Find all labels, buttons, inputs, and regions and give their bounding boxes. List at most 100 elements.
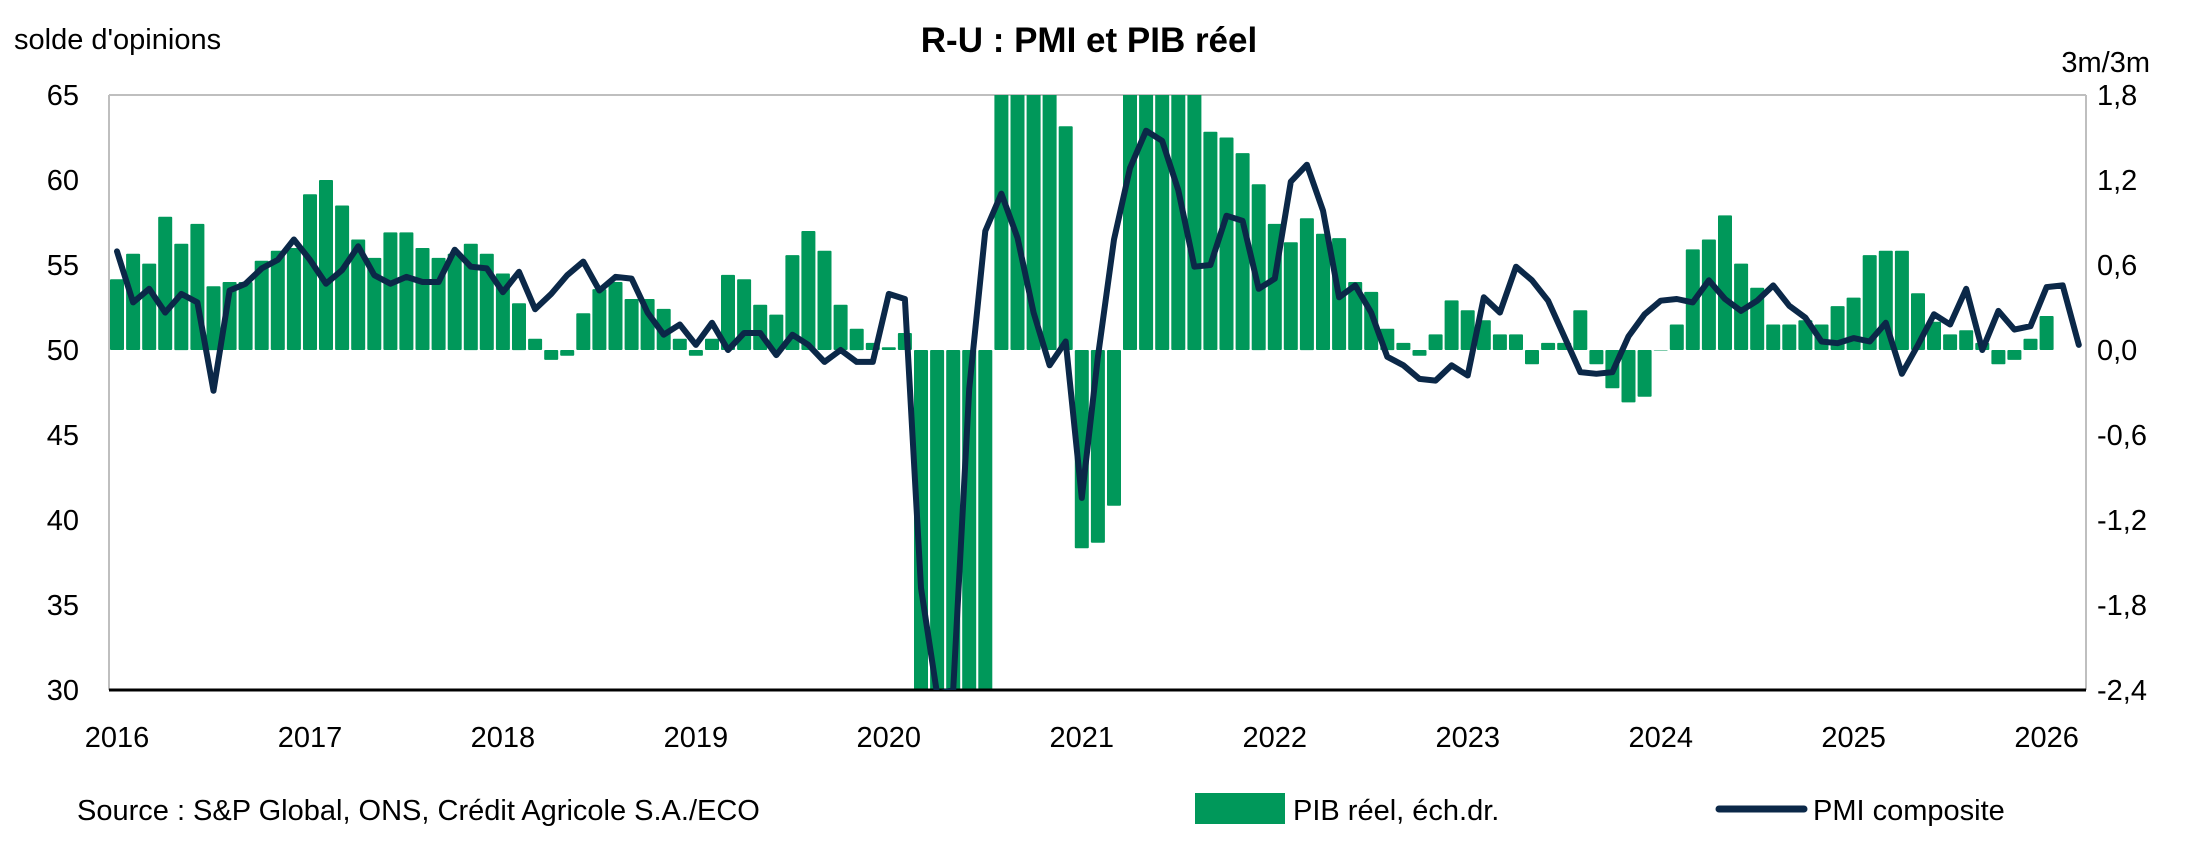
right-tick-label: -1,8 [2097, 590, 2147, 622]
gdp-bar [817, 250, 832, 350]
gdp-bar [158, 216, 173, 350]
gdp-bar [463, 243, 478, 351]
gdp-bar [1123, 95, 1137, 350]
right-tick-label: -2,4 [2097, 675, 2147, 707]
x-tick-labels: 2016 2017 2018 2019 2020 2021 2022 2023 2024 2025… [85, 722, 2079, 754]
gdp-bar [1621, 350, 1636, 403]
gdp-bar [1669, 324, 1684, 350]
gdp-bar [1058, 126, 1073, 350]
gdp-bar [447, 253, 462, 350]
left-tick-label: 40 [47, 505, 79, 537]
gdp-bar [1701, 239, 1716, 350]
gdp-bar [1299, 218, 1314, 351]
gdp-bar [1862, 255, 1877, 350]
gdp-bar [512, 303, 526, 351]
gdp-bar [1316, 233, 1330, 350]
x-tick-label: 2023 [1435, 722, 1500, 754]
gdp-bar [769, 314, 784, 350]
left-tick-label: 55 [47, 250, 79, 282]
gdp-bar [656, 308, 671, 350]
gdp-bar [1460, 310, 1475, 350]
gdp-bar [1155, 95, 1170, 350]
x-tick-label: 2020 [857, 722, 922, 754]
gdp-bar [270, 250, 285, 350]
x-tick-label: 2018 [471, 722, 536, 754]
gdp-bar [1412, 350, 1427, 356]
gdp-bar [142, 263, 157, 350]
gdp-bar [608, 282, 623, 350]
gdp-bar [1107, 350, 1121, 506]
left-tick-label: 30 [47, 675, 79, 707]
gdp-bar [1541, 342, 1556, 350]
legend-label-pmi: PMI composite [1813, 795, 2005, 827]
gdp-bar [994, 95, 1009, 350]
right-tick-label: 0,0 [2097, 335, 2137, 367]
gdp-bar [1573, 310, 1588, 350]
right-tick-label: -1,2 [2097, 505, 2147, 537]
gdp-bar [1010, 95, 1025, 350]
gdp-bar [238, 282, 253, 350]
gdp-bar [1782, 324, 1797, 350]
gdp-bar [1396, 342, 1411, 350]
gdp-bar [206, 286, 221, 351]
gdp-bar [1171, 95, 1186, 350]
gdp-bar [415, 248, 430, 350]
gdp-bar [1894, 250, 1909, 350]
legend-label-gdp: PIB réel, éch.dr. [1293, 795, 1499, 827]
x-tick-label: 2021 [1050, 722, 1115, 754]
gdp-bar [1766, 324, 1781, 350]
gdp-bar [399, 232, 414, 350]
gdp-bar [286, 248, 301, 350]
gdp-bar [1509, 334, 1523, 350]
gdp-bar [1074, 350, 1089, 549]
source-note: Source : S&P Global, ONS, Crédit Agricol… [77, 795, 760, 827]
gdp-bar [688, 350, 703, 356]
gdp-bar [1283, 242, 1298, 350]
gdp-bar [1637, 350, 1652, 397]
left-tick-label: 50 [47, 335, 79, 367]
gdp-bar [544, 350, 559, 360]
gdp-bar [495, 273, 510, 350]
left-tick-labels: 65 60 55 50 45 40 35 30 [47, 80, 79, 707]
gdp-bar [1042, 95, 1057, 350]
gdp-bar [1589, 350, 1604, 365]
gdp-bar [2023, 338, 2038, 350]
gdp-bar [383, 232, 398, 350]
gdp-bars [110, 95, 2054, 690]
x-tick-label: 2026 [2014, 722, 2079, 754]
gdp-bar [1492, 334, 1507, 350]
gdp-bar [303, 194, 317, 350]
gdp-bar [849, 328, 864, 351]
gdp-bar [560, 350, 575, 356]
gdp-bar [930, 350, 945, 690]
right-tick-label: 0,6 [2097, 250, 2137, 282]
gdp-bar [1348, 282, 1363, 350]
gdp-bar [367, 257, 382, 350]
legend: PIB réel, éch.dr. PMI composite [1195, 793, 2005, 827]
gdp-bar [1653, 350, 1668, 351]
gdp-bar [1718, 215, 1732, 350]
gdp-bar [592, 289, 607, 350]
gdp-bar [528, 338, 543, 350]
gdp-bar [1203, 131, 1218, 350]
gdp-bar [881, 347, 896, 350]
chart-title: R-U : PMI et PIB réel [921, 21, 1257, 60]
plot-frame [108, 94, 2087, 690]
x-tick-label: 2025 [1821, 722, 1886, 754]
gdp-bar [1959, 330, 1974, 350]
left-axis-label: solde d'opinions [14, 24, 221, 56]
gdp-bar [1235, 153, 1250, 350]
x-tick-label: 2016 [85, 722, 150, 754]
gdp-bar [576, 313, 591, 350]
gdp-bar [672, 338, 687, 350]
legend-swatch-gdp [1195, 793, 1285, 824]
gdp-bar [1219, 137, 1234, 350]
gdp-bar [1444, 300, 1459, 350]
left-tick-label: 60 [47, 165, 79, 197]
gdp-bar [1991, 350, 2006, 365]
right-tick-labels: 1,8 1,2 0,6 0,0 -0,6 -1,2 -1,8 -2,4 [2097, 80, 2147, 707]
gdp-bar [2039, 316, 2054, 350]
gdp-bar [833, 304, 848, 350]
gdp-bar [801, 231, 816, 350]
left-tick-label: 65 [47, 80, 79, 112]
